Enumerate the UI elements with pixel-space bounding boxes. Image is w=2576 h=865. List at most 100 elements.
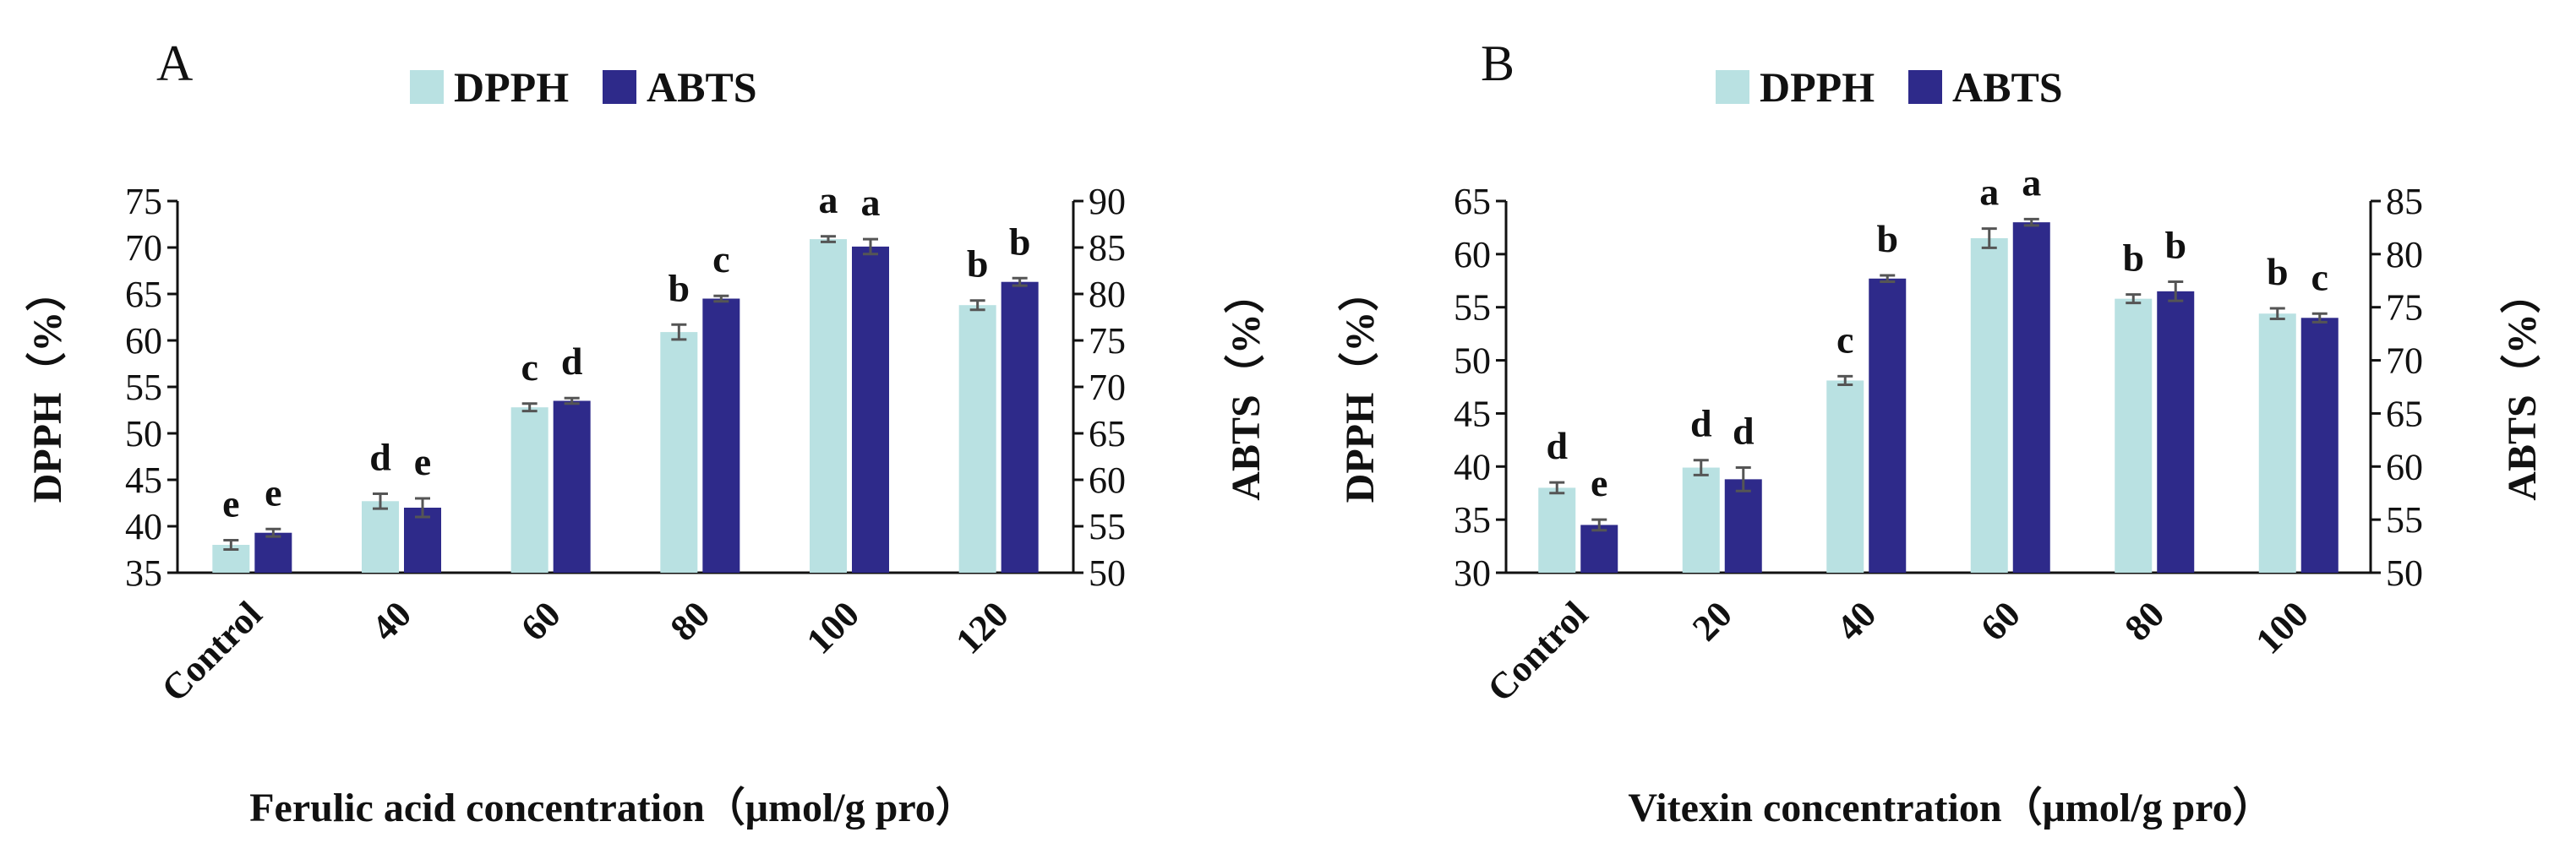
- y-axis-title-right: ABTS（%）: [1224, 273, 1269, 500]
- legend-swatch-dpph: [410, 70, 444, 104]
- bar-abts: [254, 532, 292, 573]
- significance-letter: c: [712, 237, 729, 280]
- y-tick-label-right: 80: [1089, 274, 1126, 315]
- significance-letter: e: [1591, 461, 1607, 504]
- bar-dpph: [2115, 298, 2153, 573]
- bar-abts: [1724, 479, 1762, 573]
- bar-abts: [702, 298, 740, 573]
- y-tick-label-left: 50: [1454, 340, 1491, 382]
- y-tick-label-left: 40: [125, 506, 162, 547]
- panel-label: B: [1481, 35, 1514, 91]
- significance-letter: b: [669, 266, 690, 309]
- x-category-label: Control: [154, 593, 270, 710]
- significance-letter: a: [1979, 171, 1999, 214]
- x-axis-title: Ferulic acid concentration（μmol/g pro）: [249, 786, 976, 830]
- bar-dpph: [660, 332, 698, 573]
- y-tick-label-right: 60: [2386, 446, 2423, 487]
- significance-letter: e: [222, 482, 239, 525]
- significance-letter: e: [265, 471, 281, 514]
- legend: DPPH ABTS: [1716, 63, 2063, 111]
- y-tick-label-right: 70: [2386, 340, 2423, 382]
- y-tick-label-left: 70: [125, 227, 162, 269]
- y-tick-label-right: 65: [1089, 413, 1126, 454]
- legend-label-abts: ABTS: [1952, 63, 2063, 111]
- chart-panel-b: B DPPH ABTS 30 35 40 45 50 55 60 65 50 55 60 65 70 75 80 8…: [1338, 35, 2545, 830]
- legend-swatch-abts: [1908, 70, 1942, 104]
- bar-dpph: [1970, 238, 2008, 573]
- x-category-label: 40: [1829, 593, 1885, 649]
- y-tick-label-right: 85: [1089, 227, 1126, 269]
- x-category-label: 60: [513, 593, 569, 649]
- significance-letter: a: [2022, 160, 2041, 204]
- x-category-label: 40: [363, 593, 419, 649]
- x-category-label: 80: [663, 593, 718, 649]
- significance-letter: c: [2311, 255, 2328, 298]
- legend-label-dpph: DPPH: [454, 63, 569, 111]
- y-tick-label-right: 85: [2386, 181, 2423, 222]
- significance-letter: d: [1690, 402, 1712, 445]
- y-tick-label-right: 55: [1089, 506, 1126, 547]
- significance-letter: b: [2164, 224, 2186, 267]
- y-tick-label-left: 75: [125, 181, 162, 222]
- y-tick-label-right: 90: [1089, 181, 1126, 222]
- y-tick-label-right: 50: [2386, 552, 2423, 594]
- significance-letter: c: [1836, 318, 1853, 361]
- y-tick-label-right: 65: [2386, 393, 2423, 434]
- bar-dpph: [958, 305, 996, 573]
- y-tick-label-left: 65: [1454, 181, 1491, 222]
- x-category-label: 20: [1684, 593, 1740, 649]
- y-tick-label-left: 45: [125, 460, 162, 501]
- y-tick-label-right: 75: [1089, 320, 1126, 362]
- bar-abts: [1580, 525, 1618, 573]
- bar-abts: [1001, 281, 1039, 573]
- y-tick-label-right: 55: [2386, 499, 2423, 541]
- y-tick-label-left: 55: [1454, 287, 1491, 329]
- y-tick-label-left: 60: [1454, 234, 1491, 275]
- y-tick-label-left: 35: [1454, 499, 1491, 541]
- y-tick-label-left: 40: [1454, 446, 1491, 487]
- y-axis-title-left: DPPH（%）: [25, 271, 70, 503]
- significance-letter: b: [2122, 237, 2144, 280]
- y-tick-label-left: 35: [125, 552, 162, 594]
- significance-letter: b: [967, 242, 989, 286]
- y-tick-label-left: 65: [125, 274, 162, 315]
- legend-label-dpph: DPPH: [1760, 63, 1875, 111]
- y-tick-label-left: 60: [125, 320, 162, 362]
- bar-dpph: [2258, 313, 2296, 573]
- bar-abts: [852, 246, 889, 573]
- significance-letter: a: [861, 181, 881, 224]
- bar-dpph: [1826, 380, 1864, 573]
- x-category-label: Control: [1480, 593, 1596, 710]
- bar-abts: [404, 508, 441, 573]
- significance-letter: d: [369, 436, 391, 479]
- x-category-label: 80: [2117, 593, 2173, 649]
- significance-letter: a: [819, 178, 838, 221]
- x-category-label: 100: [799, 593, 867, 661]
- y-tick-label-right: 60: [1089, 460, 1126, 501]
- significance-letter: b: [1876, 217, 1898, 260]
- legend-swatch-abts: [603, 70, 636, 104]
- legend-label-abts: ABTS: [647, 63, 757, 111]
- y-tick-label-right: 75: [2386, 287, 2423, 329]
- y-tick-label-right: 50: [1089, 552, 1126, 594]
- bar-dpph: [1682, 467, 1720, 573]
- significance-letter: b: [2267, 250, 2289, 293]
- panel-label: A: [156, 35, 193, 91]
- y-axis-title-left: DPPH（%）: [1338, 271, 1383, 503]
- bar-dpph: [510, 407, 548, 573]
- bar-dpph: [810, 239, 847, 573]
- y-tick-label-right: 80: [2386, 234, 2423, 275]
- significance-letter: e: [414, 440, 431, 483]
- y-tick-label-left: 50: [125, 413, 162, 454]
- legend-swatch-dpph: [1716, 70, 1749, 104]
- significance-letter: b: [1009, 220, 1031, 263]
- bar-abts: [2300, 318, 2339, 573]
- bar-abts: [2157, 291, 2195, 573]
- x-category-label: 100: [2248, 593, 2317, 661]
- significance-letter: d: [1546, 424, 1568, 467]
- significance-letter: c: [521, 345, 538, 389]
- y-tick-label-right: 70: [1089, 367, 1126, 408]
- significance-letter: d: [1733, 410, 1755, 453]
- x-category-label: 60: [1973, 593, 2028, 649]
